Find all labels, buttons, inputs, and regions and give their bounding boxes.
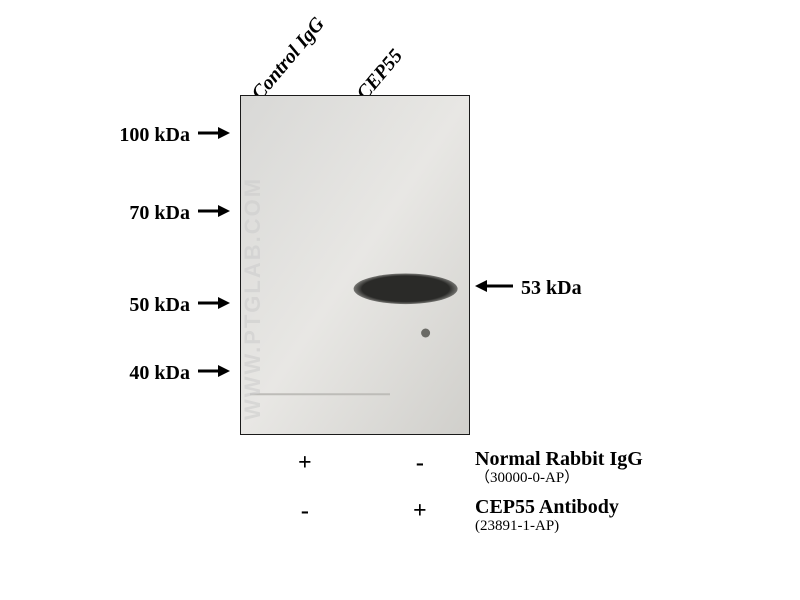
marker-row: 70 kDa xyxy=(100,202,236,225)
treatment-label-text: Normal Rabbit IgG xyxy=(475,448,643,470)
treatment-sub-text: (23891-1-AP) xyxy=(475,518,619,535)
arrow-right-icon xyxy=(196,124,236,147)
blot-svg xyxy=(240,95,470,435)
treatment-label: Normal Rabbit IgG（30000-0-AP） xyxy=(475,448,643,487)
marker-label: 40 kDa xyxy=(100,362,190,385)
arrow-right-icon xyxy=(196,294,236,317)
treatment-label: CEP55 Antibody(23891-1-AP) xyxy=(475,496,619,535)
arrow-right-icon xyxy=(196,202,236,225)
treatment-label-text: CEP55 Antibody xyxy=(475,496,619,518)
band-label-text: 53 kDa xyxy=(521,277,582,300)
band-label: 53 kDa xyxy=(475,277,582,300)
figure-container: Control IgG CEP55 xyxy=(60,20,740,580)
treatment-symbol: + xyxy=(247,450,362,477)
lane-label-control: Control IgG xyxy=(247,13,329,105)
marker-row: 100 kDa xyxy=(100,124,236,147)
treatment-row: +- xyxy=(247,450,477,477)
treatment-symbol: + xyxy=(362,498,477,525)
treatment-row: -+ xyxy=(247,498,477,525)
lane-label-text: Control IgG xyxy=(247,13,329,104)
marker-label: 100 kDa xyxy=(100,124,190,147)
marker-label: 50 kDa xyxy=(100,294,190,317)
marker-row: 50 kDa xyxy=(100,294,236,317)
treatment-sub-text: （30000-0-AP） xyxy=(475,470,643,487)
blot-membrane xyxy=(240,95,470,435)
treatment-symbol: - xyxy=(247,498,362,525)
arrow-right-icon xyxy=(196,362,236,385)
marker-label: 70 kDa xyxy=(100,202,190,225)
marker-row: 40 kDa xyxy=(100,362,236,385)
treatment-symbol: - xyxy=(362,450,477,477)
watermark: WWW.PTGLAB.COM xyxy=(240,177,266,420)
arrow-left-icon xyxy=(475,277,515,300)
blot-area xyxy=(240,95,470,435)
